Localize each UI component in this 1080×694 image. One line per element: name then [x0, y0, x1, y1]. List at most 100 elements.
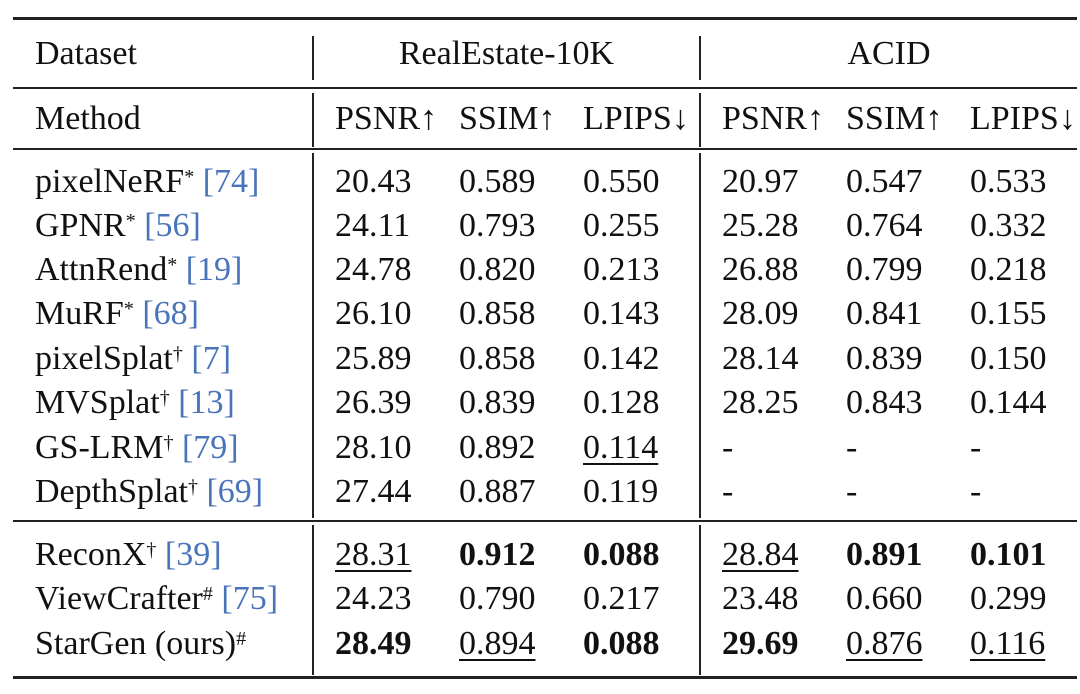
method-cell: MVSplat † [13] [35, 381, 235, 425]
value-cell: 0.144 [970, 381, 1047, 425]
value-text: 0.876 [846, 625, 923, 662]
table-row: pixelSplat † [7] 25.89 0.858 0.142 28.14 0.839… [13, 337, 1077, 381]
value-cell: 29.69 [722, 622, 799, 666]
value-cell: - [846, 426, 857, 470]
citation-link[interactable]: [13] [178, 384, 235, 421]
method-mark: # [202, 583, 213, 605]
method-mark: # [236, 628, 247, 650]
value-text: 0.088 [583, 625, 660, 662]
value-text: 28.14 [722, 340, 799, 377]
value-cell: 24.23 [335, 577, 412, 621]
group-realestate: RealEstate-10K [398, 35, 615, 72]
value-cell: 0.218 [970, 248, 1047, 292]
table-row: GPNR * [56] 24.11 0.793 0.255 25.28 0.764 0.332 [13, 204, 1077, 248]
value-text: 0.255 [583, 207, 660, 244]
value-text: 0.299 [970, 580, 1047, 617]
value-text: 0.790 [459, 580, 536, 617]
value-cell: - [970, 426, 981, 470]
value-cell: 0.887 [459, 470, 536, 514]
value-cell: 0.114 [583, 426, 658, 470]
value-text: 24.11 [335, 207, 411, 244]
method-cell: ReconX † [39] [35, 533, 222, 577]
value-cell: 0.088 [583, 622, 660, 666]
method-cell: pixelSplat † [7] [35, 337, 231, 381]
value-text: 0.820 [459, 251, 536, 288]
value-text: 0.119 [583, 473, 659, 510]
citation-link[interactable]: [56] [144, 207, 201, 244]
table-row: GS-LRM † [79] 28.10 0.892 0.114 - - - [13, 426, 1077, 470]
value-cell: 0.589 [459, 160, 536, 204]
value-text: 0.332 [970, 207, 1047, 244]
results-table: Dataset RealEstate-10K ACID Method PSNR↑… [13, 0, 1077, 694]
value-cell: 25.28 [722, 204, 799, 248]
citation-link[interactable]: [68] [142, 295, 199, 332]
dataset-label: Dataset [35, 35, 137, 72]
method-mark: * [167, 254, 178, 276]
value-cell: - [970, 470, 981, 514]
value-text: 0.660 [846, 580, 923, 617]
method-cell: pixelNeRF * [74] [35, 160, 259, 204]
value-text: - [846, 429, 858, 466]
bottom-rule [13, 676, 1077, 679]
value-text: 0.891 [846, 536, 923, 573]
value-text: 0.589 [459, 163, 536, 200]
value-cell: 0.839 [846, 337, 923, 381]
value-text: 0.142 [583, 340, 660, 377]
citation-link[interactable]: [75] [221, 580, 279, 617]
value-cell: 28.14 [722, 337, 799, 381]
value-cell: 28.09 [722, 292, 799, 336]
table-row: MVSplat † [13] 26.39 0.839 0.128 28.25 0.843 0.… [13, 381, 1077, 425]
value-text: 0.218 [970, 251, 1047, 288]
value-text: 0.887 [459, 473, 536, 510]
value-cell: 0.891 [846, 533, 923, 577]
value-text: - [722, 473, 734, 510]
value-cell: 0.799 [846, 248, 923, 292]
value-text: 25.28 [722, 207, 799, 244]
value-cell: 26.88 [722, 248, 799, 292]
value-cell: 0.858 [459, 292, 536, 336]
method-mark: * [184, 166, 195, 188]
table-row: pixelNeRF * [74] 20.43 0.589 0.550 20.97 0.547… [13, 160, 1077, 204]
value-cell: 0.142 [583, 337, 660, 381]
citation-link[interactable]: [74] [202, 163, 260, 200]
value-cell: 28.10 [335, 426, 412, 470]
value-cell: 20.43 [335, 160, 412, 204]
citation-link[interactable]: [19] [185, 251, 243, 288]
value-cell: 0.116 [970, 622, 1045, 666]
method-name: pixelSplat [35, 340, 173, 377]
value-cell: 27.44 [335, 470, 412, 514]
value-text: 0.912 [459, 536, 536, 573]
column-separator [312, 525, 314, 675]
citation-link[interactable]: [39] [164, 536, 222, 573]
method-name: ReconX [35, 536, 147, 573]
value-cell: 0.790 [459, 577, 536, 621]
column-separator [312, 36, 314, 80]
value-cell: 0.912 [459, 533, 536, 577]
value-cell: 0.820 [459, 248, 536, 292]
value-text: 0.150 [970, 340, 1047, 377]
value-cell: 0.550 [583, 160, 660, 204]
value-text: 0.155 [970, 295, 1047, 332]
top-rule [13, 17, 1077, 20]
method-name: DepthSplat [35, 473, 188, 510]
method-cell: ViewCrafter # [75] [35, 577, 278, 621]
value-cell: - [722, 426, 733, 470]
column-separator [699, 36, 701, 80]
citation-link[interactable]: [79] [181, 429, 239, 466]
value-text: 24.23 [335, 580, 412, 617]
value-cell: 0.213 [583, 248, 660, 292]
value-text: 23.48 [722, 580, 799, 617]
value-cell: 0.255 [583, 204, 660, 248]
column-separator [699, 525, 701, 675]
method-cell: DepthSplat † [69] [35, 470, 263, 514]
citation-link[interactable]: [69] [206, 473, 264, 510]
metric-header: SSIM↑ [459, 99, 556, 137]
value-text: 0.088 [583, 536, 660, 573]
method-cell: StarGen (ours) # [35, 622, 246, 666]
method-mark: † [187, 476, 198, 498]
value-text: 0.858 [459, 340, 536, 377]
metric-header: LPIPS↓ [583, 99, 689, 137]
method-name: MVSplat [35, 384, 160, 421]
value-cell: 28.31 [335, 533, 412, 577]
citation-link[interactable]: [7] [191, 340, 232, 377]
